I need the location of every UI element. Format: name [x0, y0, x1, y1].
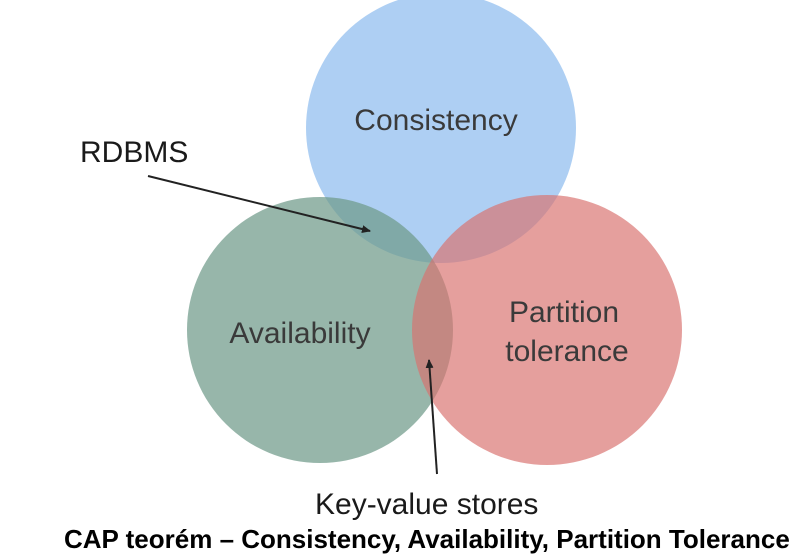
- figure-caption: CAP teorém – Consistency, Availability, …: [64, 524, 790, 554]
- availability-label: Availability: [229, 317, 370, 350]
- key-value-arrow: [425, 359, 438, 475]
- consistency-circle: [306, 0, 576, 263]
- consistency-label: Consistency: [354, 104, 517, 137]
- rdbms-arrow: [147, 175, 371, 233]
- availability-circle: [187, 197, 453, 463]
- rdbms-label: RDBMS: [80, 136, 188, 169]
- key-value-stores-label: Key-value stores: [315, 488, 538, 521]
- partition-tolerance-label-line1: Partition: [509, 296, 619, 329]
- partition-tolerance-circle: [412, 195, 682, 465]
- partition-tolerance-label-line2: tolerance: [505, 335, 628, 368]
